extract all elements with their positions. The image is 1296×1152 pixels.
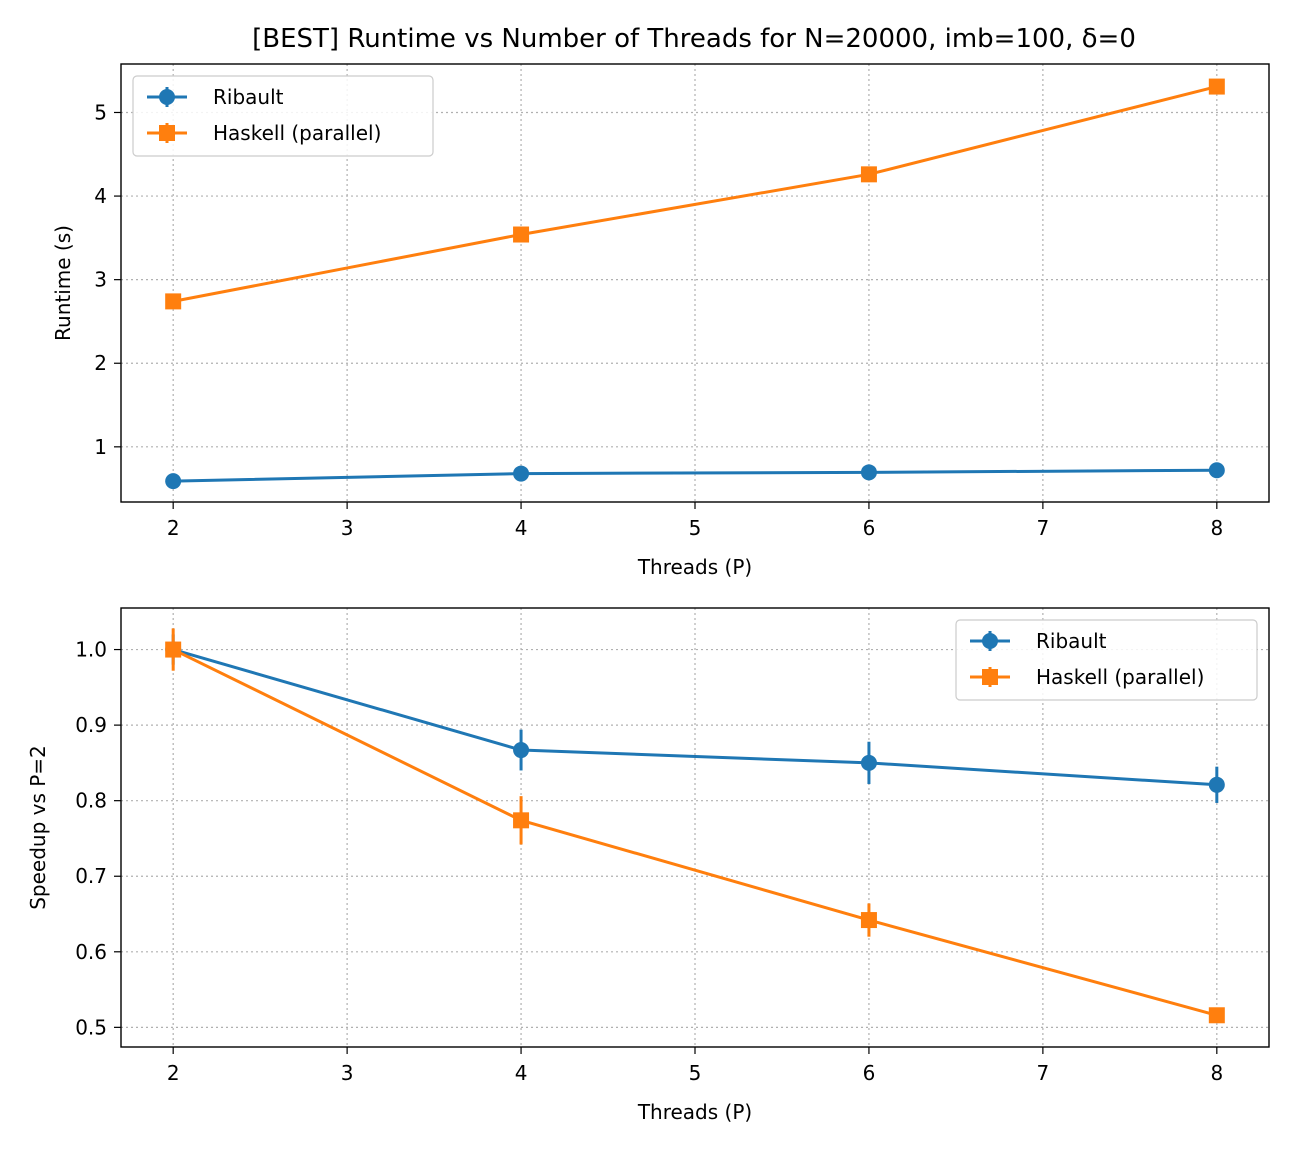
x-tick-label: 7: [1037, 1061, 1050, 1085]
ribault-point: [1208, 776, 1225, 793]
haskell-parallel-point: [860, 166, 877, 183]
legend-marker: [159, 89, 175, 105]
x-tick-label: 8: [1210, 1061, 1223, 1085]
legend-label: Ribault: [213, 85, 284, 109]
x-tick-label: 7: [1037, 516, 1050, 540]
haskell-parallel-point: [165, 641, 182, 658]
legend-marker: [159, 125, 175, 141]
haskell-parallel-point: [1208, 1007, 1225, 1024]
legend-marker: [982, 633, 998, 649]
axes-frame: [120, 63, 1270, 503]
ribault-point: [860, 464, 877, 481]
runtime-subplot: 2 3 4 5 6 7 8 1 2 3 4 5 Threads (P) Runtime (s) Ribaul…: [51, 63, 1270, 579]
ribault-line: [173, 468, 1217, 483]
y-tick-label: 2: [94, 351, 107, 375]
ribault-point: [165, 473, 182, 490]
ribault-point: [513, 742, 530, 759]
legend-label: Haskell (parallel): [213, 121, 381, 145]
haskell-parallel-line: [172, 85, 1218, 303]
x-axis-label: Threads (P): [637, 1100, 752, 1124]
y-axis-label: Speedup vs P=2: [26, 745, 50, 910]
x-tick-label: 6: [863, 516, 876, 540]
y-tick-label: 0.9: [75, 713, 107, 737]
x-tick-label: 2: [167, 516, 180, 540]
axes-frame: [120, 607, 1270, 1048]
ribault-point: [1208, 462, 1225, 479]
haskell-parallel-point: [1208, 78, 1225, 95]
y-tick-label: 0.6: [75, 940, 107, 964]
x-tick-label: 8: [1210, 516, 1223, 540]
haskell-parallel-point: [860, 912, 877, 929]
y-axis-label: Runtime (s): [51, 225, 75, 341]
x-tick-label: 6: [863, 1061, 876, 1085]
legend-marker: [982, 669, 998, 685]
legend-box: [955, 619, 1258, 701]
legend-label: Ribault: [1036, 629, 1107, 653]
speedup-subplot: 2 3 4 5 6 7 8 0.5 0.6 0.7 0.8 0.9 1.0 Threads (P) Spee…: [26, 607, 1270, 1124]
legend-box: [132, 75, 434, 157]
y-tick-label: 3: [94, 268, 107, 292]
ribault-point: [513, 465, 530, 482]
haskell-parallel-point: [513, 812, 530, 829]
y-tick-label: 0.5: [75, 1015, 107, 1039]
ribault-point: [860, 754, 877, 771]
figure-title: [BEST] Runtime vs Number of Threads for …: [252, 24, 1136, 54]
x-tick-label: 3: [341, 516, 354, 540]
legend-label: Haskell (parallel): [1036, 665, 1204, 689]
x-tick-label: 4: [515, 516, 528, 540]
y-tick-label: 5: [94, 100, 107, 124]
haskell-parallel-point: [513, 226, 530, 243]
haskell-parallel-line: [172, 648, 1218, 1017]
x-tick-label: 5: [689, 516, 702, 540]
x-tick-label: 4: [515, 1061, 528, 1085]
ribault-line: [172, 648, 1217, 787]
y-tick-label: 1: [94, 435, 107, 459]
x-tick-label: 2: [167, 1061, 180, 1085]
y-tick-label: 1.0: [75, 638, 107, 662]
y-tick-label: 0.8: [75, 789, 107, 813]
x-axis-label: Threads (P): [637, 555, 752, 579]
haskell-parallel-point: [165, 293, 182, 310]
x-tick-label: 5: [689, 1061, 702, 1085]
x-tick-label: 3: [341, 1061, 354, 1085]
y-tick-label: 4: [94, 184, 107, 208]
y-tick-label: 0.7: [75, 864, 107, 888]
